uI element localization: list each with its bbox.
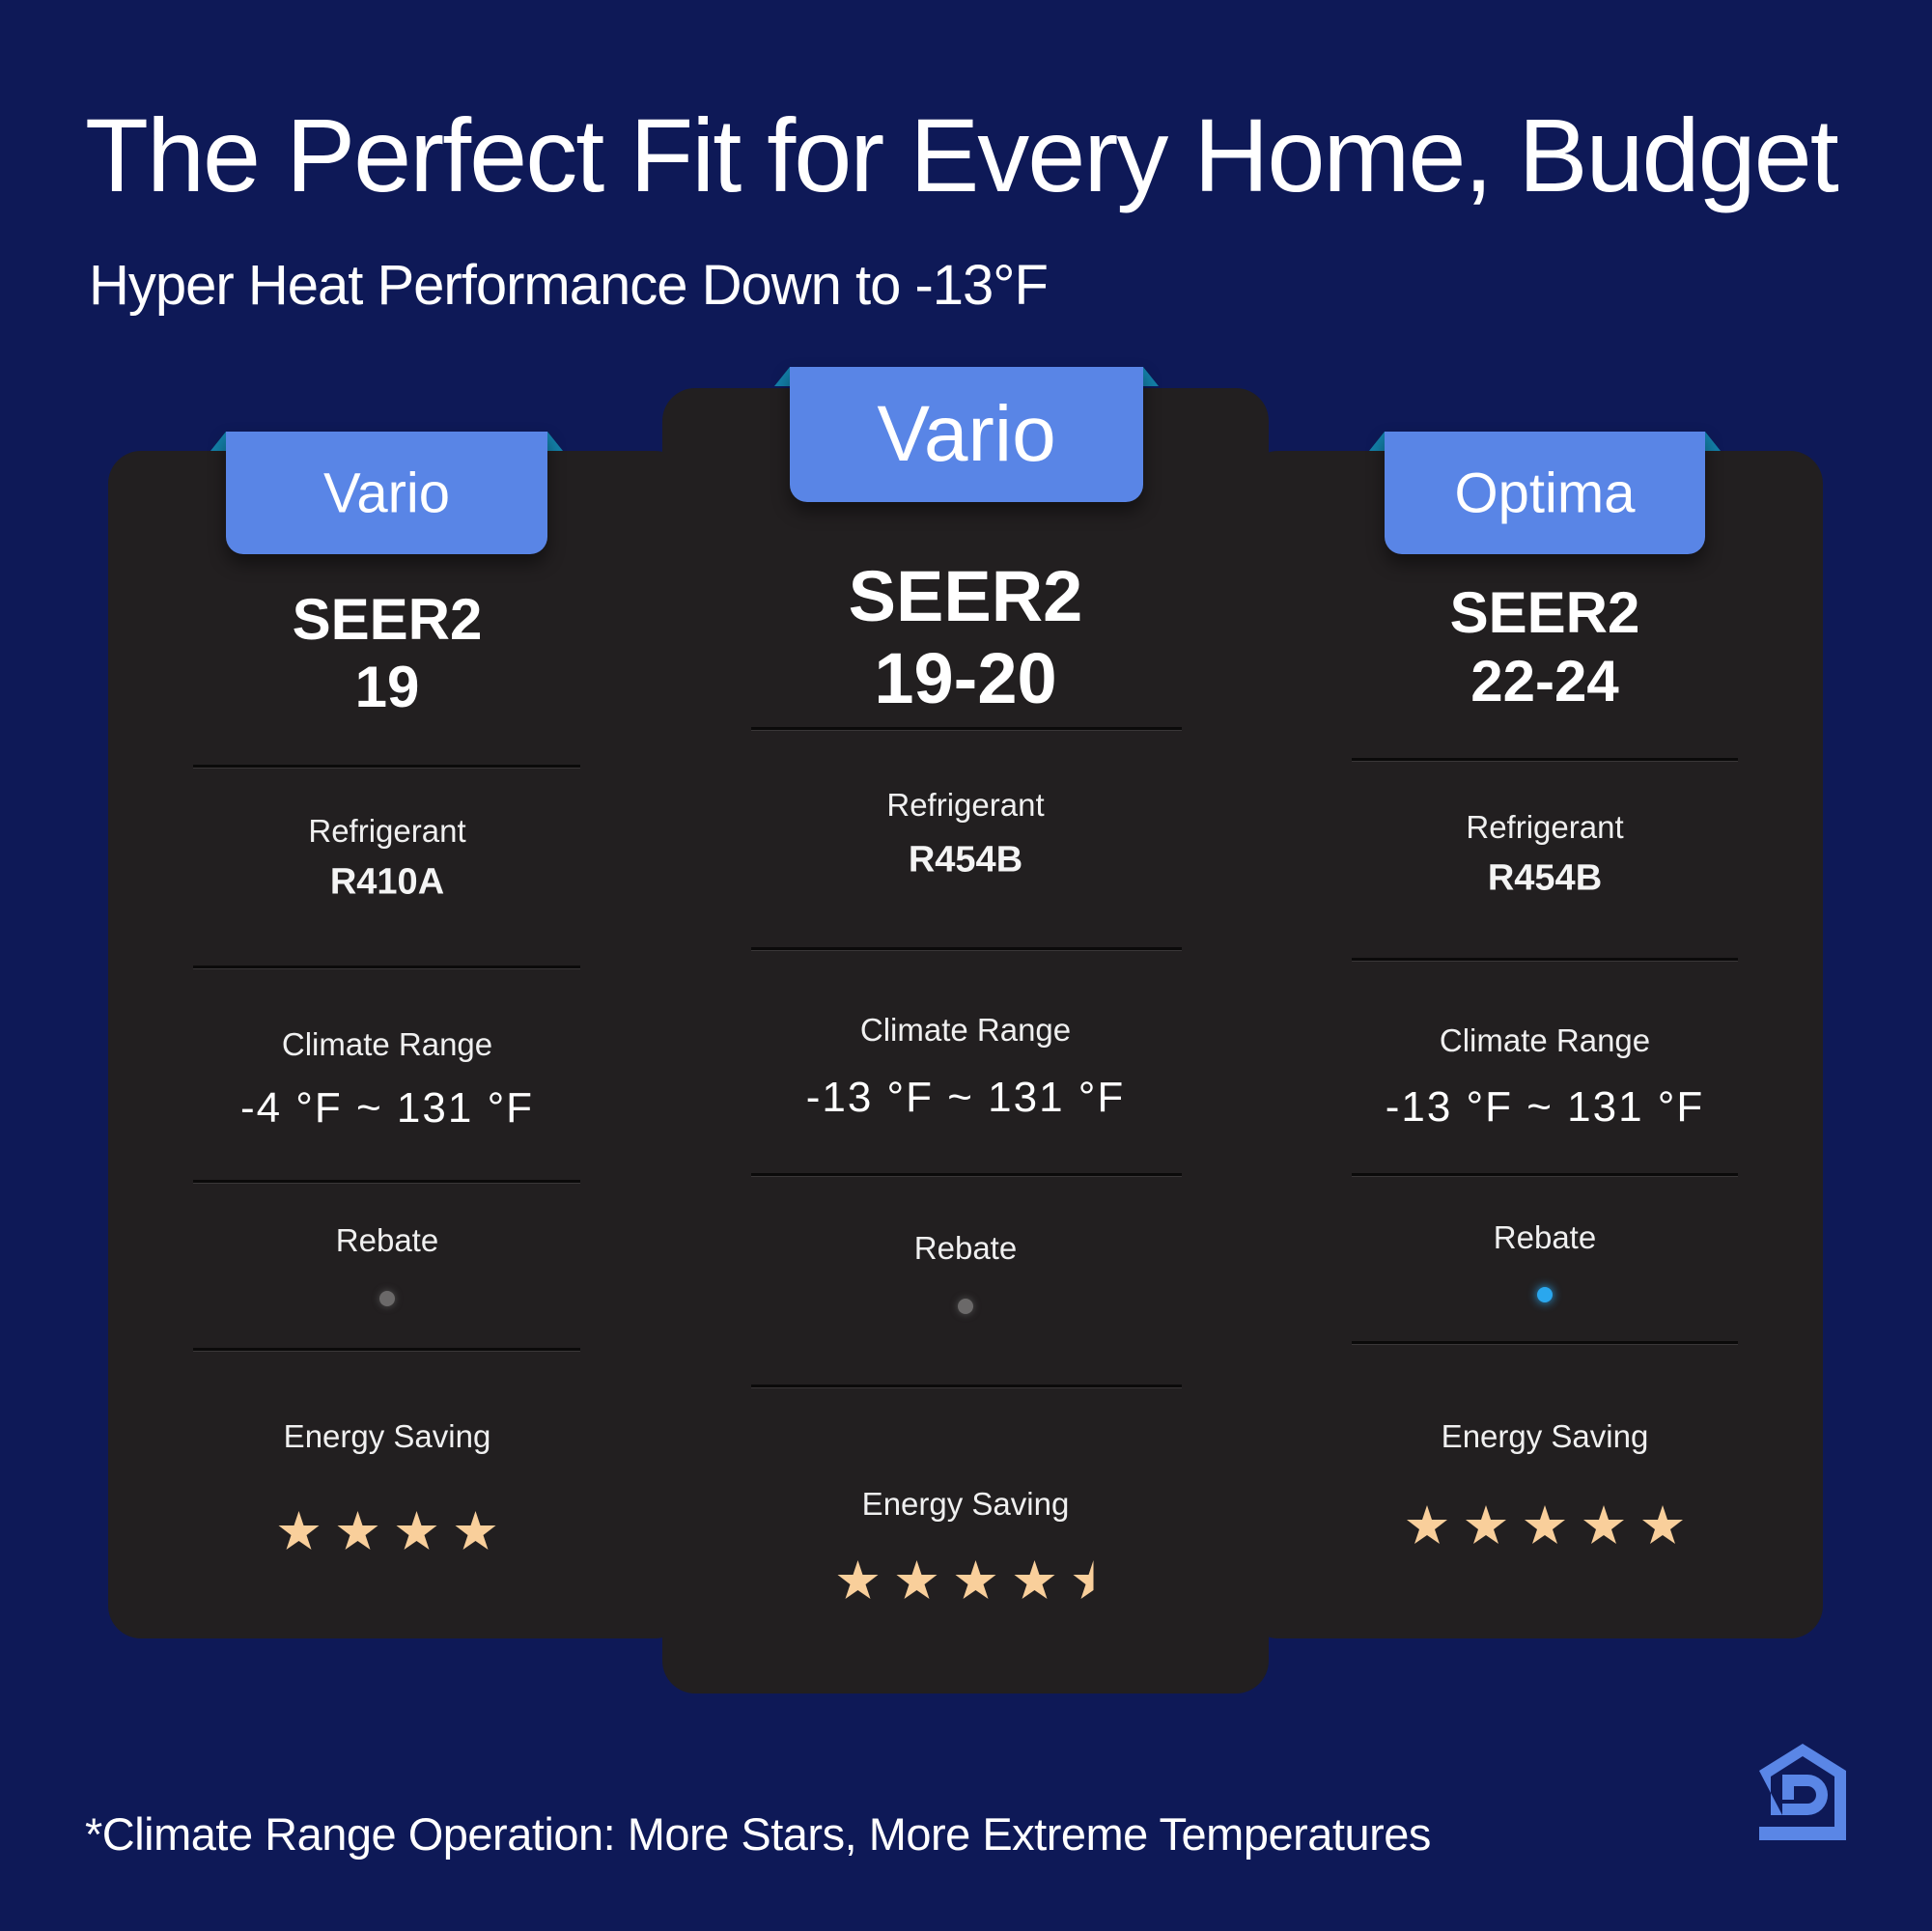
half-star-icon	[1073, 1560, 1094, 1599]
divider	[1352, 1341, 1738, 1345]
tab-ear	[1705, 432, 1721, 451]
seer-label: SEER2	[1449, 580, 1640, 645]
tab-card-0: Vario	[226, 432, 547, 554]
divider	[1352, 958, 1738, 962]
card-name: Vario	[877, 390, 1056, 478]
star-icon	[896, 1560, 938, 1599]
divider	[193, 1180, 580, 1184]
energy-rating	[278, 1511, 496, 1550]
tab-card-1: Vario	[790, 367, 1143, 502]
star-icon	[1014, 1560, 1055, 1599]
divider	[193, 765, 580, 769]
energy-label: Energy Saving	[283, 1418, 491, 1454]
divider	[751, 727, 1182, 731]
card-vario-basic	[108, 451, 687, 1638]
star-icon	[1525, 1505, 1565, 1544]
seer-value: 22-24	[1470, 649, 1619, 714]
tab-ear	[1143, 367, 1159, 386]
energy-label: Energy Saving	[1441, 1418, 1649, 1454]
tab-ear	[210, 432, 226, 451]
tab-ear	[547, 432, 563, 451]
divider	[751, 1385, 1182, 1388]
energy-rating	[1407, 1505, 1683, 1544]
rebate-indicator	[1537, 1287, 1553, 1302]
energy-rating	[837, 1560, 1094, 1599]
tab-ear	[774, 367, 790, 386]
star-icon	[278, 1511, 320, 1550]
seer-label: SEER2	[848, 556, 1083, 636]
refrigerant-label: Refrigerant	[1466, 809, 1624, 845]
climate-label: Climate Range	[281, 1026, 493, 1062]
climate-value: -13 °F ~ 131 °F	[805, 1074, 1126, 1121]
rebate-label: Rebate	[335, 1222, 439, 1258]
divider	[1352, 1173, 1738, 1177]
star-icon	[1583, 1505, 1624, 1544]
card-name: Optima	[1454, 462, 1636, 524]
refrigerant-label: Refrigerant	[886, 787, 1045, 823]
divider	[751, 947, 1182, 951]
seer-value: 19	[354, 655, 420, 719]
star-icon	[837, 1560, 879, 1599]
rebate-indicator	[958, 1299, 973, 1314]
card-vario-featured	[662, 388, 1269, 1693]
tab-ear	[1369, 432, 1385, 451]
page-subtitle: Hyper Heat Performance Down to -13°F	[89, 254, 1049, 317]
card-optima	[1246, 451, 1823, 1638]
rebate-label: Rebate	[913, 1230, 1018, 1266]
rebate-label: Rebate	[1493, 1219, 1597, 1255]
refrigerant-label: Refrigerant	[308, 813, 466, 849]
climate-value: -13 °F ~ 131 °F	[1385, 1083, 1705, 1131]
tab-card-2: Optima	[1385, 432, 1705, 554]
refrigerant-value: R410A	[329, 861, 445, 903]
star-icon	[337, 1511, 378, 1550]
divider	[193, 1348, 580, 1352]
climate-label: Climate Range	[1439, 1022, 1651, 1058]
page-title: The Perfect Fit for Every Home, Budget	[85, 97, 1839, 213]
climate-value: -4 °F ~ 131 °F	[239, 1084, 535, 1132]
energy-label: Energy Saving	[861, 1486, 1070, 1522]
star-icon	[1642, 1505, 1683, 1544]
refrigerant-value: R454B	[908, 839, 1023, 881]
seer-value: 19-20	[874, 638, 1057, 718]
footnote: *Climate Range Operation: More Stars, Mo…	[85, 1808, 1431, 1860]
climate-label: Climate Range	[859, 1012, 1072, 1048]
star-icon	[1407, 1505, 1447, 1544]
rebate-indicator	[379, 1291, 395, 1306]
divider	[193, 966, 580, 969]
star-icon	[955, 1560, 996, 1599]
divider	[1352, 758, 1738, 762]
divider	[751, 1173, 1182, 1177]
house-logo-icon	[1759, 1744, 1846, 1840]
star-icon	[1466, 1505, 1506, 1544]
star-icon	[455, 1511, 496, 1550]
seer-label: SEER2	[292, 587, 483, 652]
card-name: Vario	[322, 462, 451, 524]
star-icon	[396, 1511, 437, 1550]
refrigerant-value: R454B	[1487, 857, 1603, 899]
